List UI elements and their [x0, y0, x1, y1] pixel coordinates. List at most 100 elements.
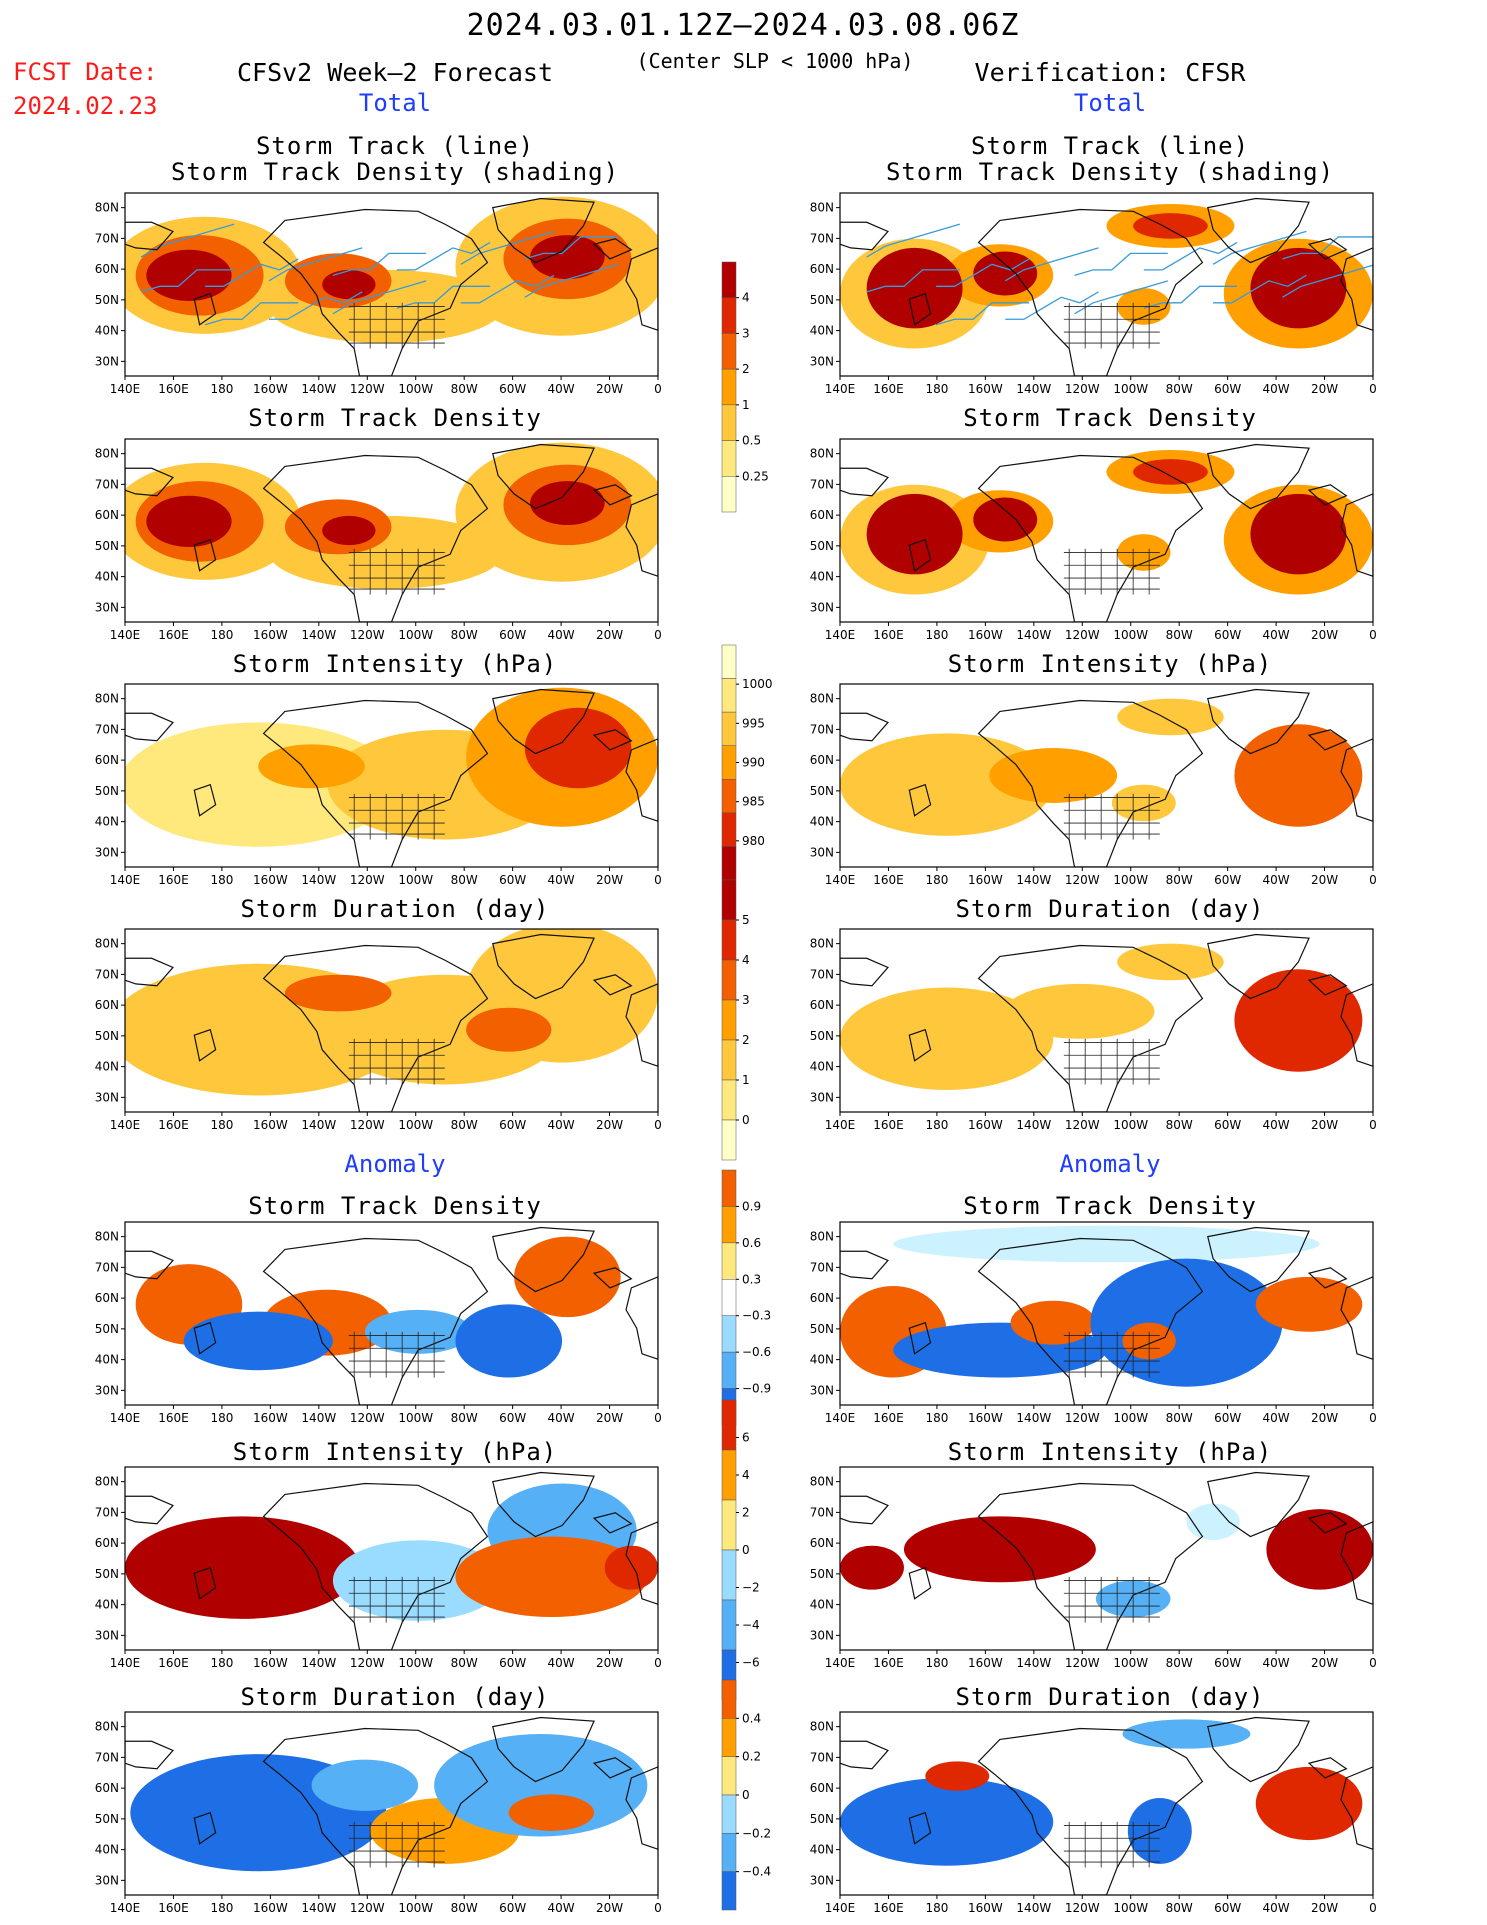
lat-tick-label: 50N [810, 1567, 834, 1581]
lat-tick-label: 50N [95, 1812, 119, 1826]
lon-tick-label: 60W [1214, 1901, 1241, 1915]
coastline [262, 944, 489, 1112]
lat-tick-label: 70N [810, 1260, 834, 1274]
shading-region [508, 1794, 595, 1831]
coastline [977, 1482, 1204, 1650]
colorbar-segment [721, 440, 737, 477]
lon-tick-label: 80W [1166, 1118, 1193, 1132]
lon-tick-label: 20W [1311, 382, 1338, 396]
lat-tick-label: 40N [95, 1060, 119, 1074]
colorbar-duration_total: 5 4 3 2 1 0 [721, 879, 750, 1161]
map-frame [124, 1466, 659, 1651]
lon-tick-label: 140W [301, 1411, 336, 1425]
shading-region [311, 1759, 419, 1811]
lon-tick-label: 180 [210, 1411, 233, 1425]
criterion-subtitle: (Center SLP < 1000 hPa) [636, 49, 914, 73]
map-panel [840, 443, 1373, 622]
lon-tick-label: 100W [1113, 628, 1148, 642]
map-frame [124, 192, 659, 377]
coastline [1340, 1766, 1373, 1850]
shading-region [322, 515, 376, 546]
coastline [1307, 1267, 1348, 1289]
storm-track-line [1074, 280, 1168, 315]
lat-tick-label: 70N [95, 231, 119, 245]
coastline [1307, 484, 1348, 506]
coastline [625, 1276, 658, 1360]
forecast-title: CFSv2 Week–2 Forecast [236, 58, 554, 87]
colorbar-label: −4 [742, 1618, 760, 1632]
colorbar-segment [721, 779, 737, 814]
coastline [977, 454, 1204, 622]
lon-tick-label: 80W [451, 382, 478, 396]
lon-tick-label: 180 [925, 873, 948, 887]
lon-tick-label: 180 [925, 1901, 948, 1915]
lon-tick-label: 180 [210, 873, 233, 887]
coastline [193, 783, 217, 817]
lon-tick-label: 20W [596, 1901, 623, 1915]
lon-tick-label: 100W [1113, 1118, 1148, 1132]
coastline [125, 1250, 174, 1280]
lat-tick-label: 40N [810, 815, 834, 829]
lon-tick-label: 0 [654, 1901, 662, 1915]
lon-tick-label: 100W [398, 1656, 433, 1670]
lon-tick-label: 40W [1263, 628, 1290, 642]
coastline [977, 944, 1204, 1112]
map-panel [125, 1226, 658, 1405]
lat-tick-label: 70N [95, 1750, 119, 1764]
lat-tick-label: 50N [95, 1029, 119, 1043]
lon-tick-label: 60W [499, 1411, 526, 1425]
coastline [592, 484, 633, 506]
lat-tick-label: 80N [810, 1475, 834, 1489]
coastline [1340, 493, 1373, 577]
coastline [262, 208, 489, 376]
title-density-anom-right: Storm Track Density [963, 1192, 1257, 1220]
lon-tick-label: 140W [1016, 1411, 1051, 1425]
lat-tick-label: 70N [810, 1505, 834, 1519]
lat-tick-label: 40N [810, 1598, 834, 1612]
lon-tick-label: 180 [210, 628, 233, 642]
storm-track-line [268, 291, 363, 320]
storm-track-line [1143, 241, 1238, 271]
title-intensity-anom-left: Storm Intensity (hPa) [232, 1438, 558, 1466]
lon-tick-label: 100W [398, 628, 433, 642]
lon-tick-label: 20W [596, 1656, 623, 1670]
lat-tick-label: 50N [95, 784, 119, 798]
shading-region [455, 1304, 563, 1378]
lon-tick-label: 0 [654, 1411, 662, 1425]
map-panel [125, 1471, 658, 1650]
lat-tick-label: 30N [95, 1628, 119, 1642]
lon-tick-label: 160E [873, 628, 904, 642]
colorbar-segment [721, 1169, 737, 1207]
colorbar-segment [721, 368, 737, 406]
storm-track-line [1212, 230, 1307, 265]
colorbar-duration_anom: 0.4 0.2 0 −0.2 −0.4 [721, 1679, 771, 1911]
lon-tick-label: 60W [1214, 873, 1241, 887]
map-frame [124, 438, 659, 623]
storm-track-line [524, 263, 619, 298]
lon-tick-label: 160W [968, 1901, 1003, 1915]
colorbar-label: 4 [742, 1468, 750, 1482]
storm-track-line [866, 269, 960, 293]
shading-region [466, 1007, 552, 1052]
lon-tick-label: 0 [1369, 1656, 1377, 1670]
colorbar-label: 0.4 [742, 1711, 761, 1725]
map-panel [125, 442, 658, 622]
lon-tick-label: 80W [451, 1118, 478, 1132]
lat-tick-label: 80N [95, 447, 119, 461]
lat-tick-label: 60N [95, 1781, 119, 1795]
lat-tick-label: 40N [810, 570, 834, 584]
coastline [592, 1757, 633, 1779]
colorbar-label: 4 [742, 291, 750, 305]
coastline [1207, 1716, 1310, 1783]
lon-tick-label: 20W [1311, 873, 1338, 887]
title-density-left: Storm Track Density [248, 404, 542, 432]
lon-tick-label: 60W [499, 1901, 526, 1915]
lat-tick-label: 50N [810, 293, 834, 307]
shading-region [258, 744, 365, 789]
colorbar-label: 995 [742, 716, 765, 730]
lon-tick-label: 140W [301, 1656, 336, 1670]
lon-tick-label: 80W [451, 873, 478, 887]
lat-tick-label: 40N [810, 1353, 834, 1367]
lon-tick-label: 100W [1113, 1656, 1148, 1670]
fcst-date-label: FCST Date: [13, 58, 158, 86]
